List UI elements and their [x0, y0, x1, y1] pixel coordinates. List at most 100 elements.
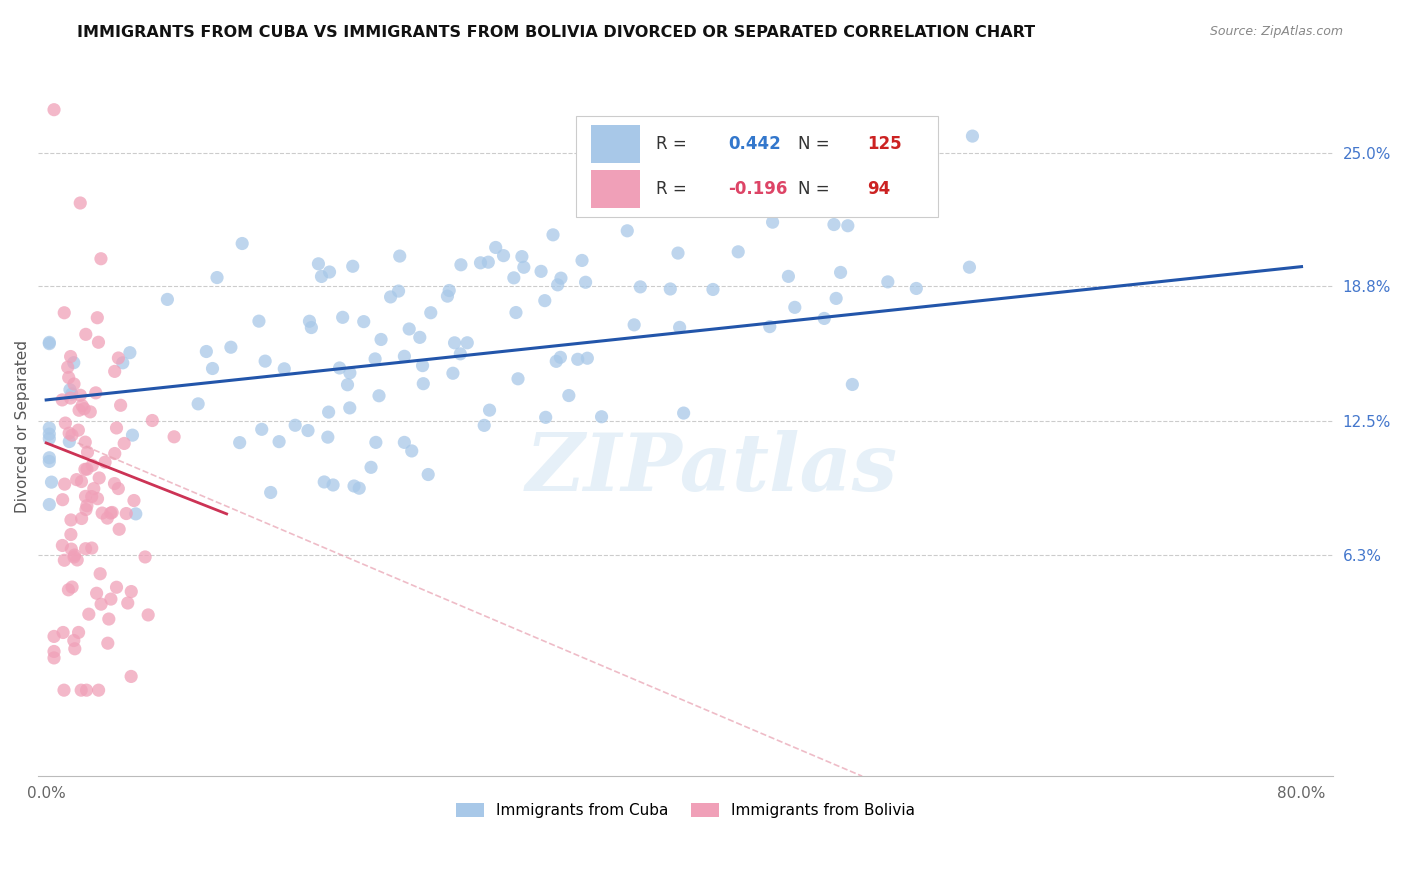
Point [75, 435, 97, 450]
Point [108, 522, 131, 536]
Point [443, 335, 465, 350]
Y-axis label: Divorced or Separated: Divorced or Separated [15, 341, 30, 513]
Point [53, 306, 76, 320]
Point [205, 270, 228, 285]
Point [394, 349, 416, 363]
Point [571, 253, 593, 268]
Point [534, 410, 557, 425]
Point [63, 548, 86, 562]
Point [477, 255, 499, 269]
Point [959, 260, 981, 275]
Point [156, 293, 179, 307]
Point [343, 479, 366, 493]
Point [134, 549, 156, 564]
Point [75, 489, 97, 503]
Point [122, 493, 145, 508]
Point [60, 387, 83, 401]
Point [75, 541, 97, 556]
Point [59, 350, 82, 364]
Point [370, 333, 392, 347]
Point [412, 359, 434, 373]
Point [550, 351, 572, 365]
Point [42, 629, 65, 643]
Point [380, 290, 402, 304]
Point [470, 256, 492, 270]
Point [111, 356, 134, 370]
Point [103, 476, 125, 491]
Point [492, 249, 515, 263]
Point [97, 636, 120, 650]
Point [409, 330, 432, 344]
Point [260, 485, 283, 500]
Point [368, 389, 391, 403]
Point [830, 265, 852, 279]
Point [666, 246, 689, 260]
Point [307, 257, 329, 271]
Point [79, 405, 101, 419]
FancyBboxPatch shape [575, 116, 938, 217]
Point [59, 527, 82, 541]
Point [67, 625, 90, 640]
Point [478, 403, 501, 417]
Point [219, 340, 242, 354]
Point [314, 475, 336, 489]
Point [86, 310, 108, 325]
Point [83, 482, 105, 496]
Point [311, 269, 333, 284]
Point [506, 372, 529, 386]
Point [401, 444, 423, 458]
Point [38, 498, 60, 512]
Point [419, 306, 441, 320]
Point [38, 421, 60, 435]
Text: N =: N = [799, 136, 835, 153]
Point [364, 351, 387, 366]
Point [299, 320, 322, 334]
Point [547, 277, 569, 292]
Point [70, 475, 93, 489]
Point [101, 506, 124, 520]
Point [53, 416, 76, 430]
Point [62, 356, 84, 370]
Point [59, 383, 82, 397]
Point [41, 475, 63, 490]
Point [510, 250, 533, 264]
Point [141, 413, 163, 427]
Point [107, 351, 129, 365]
Legend: Immigrants from Cuba, Immigrants from Bolivia: Immigrants from Cuba, Immigrants from Bo… [450, 797, 921, 824]
Point [120, 669, 142, 683]
Point [42, 644, 65, 658]
Point [120, 584, 142, 599]
Point [51, 539, 73, 553]
Text: Source: ZipAtlas.com: Source: ZipAtlas.com [1209, 25, 1343, 38]
Point [364, 435, 387, 450]
Point [187, 397, 209, 411]
Point [58, 426, 80, 441]
Point [56, 360, 79, 375]
Point [58, 370, 80, 384]
Point [67, 403, 90, 417]
Point [38, 335, 60, 350]
Point [825, 292, 848, 306]
Point [778, 269, 800, 284]
Point [76, 445, 98, 459]
Point [100, 506, 122, 520]
Point [347, 481, 370, 495]
Point [105, 421, 128, 435]
Point [628, 280, 651, 294]
Point [591, 409, 613, 424]
Point [89, 471, 111, 485]
Point [876, 275, 898, 289]
Point [668, 320, 690, 334]
Point [768, 148, 790, 162]
Point [77, 607, 100, 622]
Point [136, 607, 159, 622]
Point [623, 318, 645, 332]
Point [115, 507, 138, 521]
Point [450, 258, 472, 272]
Point [75, 327, 97, 342]
Point [42, 651, 65, 665]
Point [533, 293, 555, 308]
Point [38, 450, 60, 465]
Point [76, 499, 98, 513]
Point [269, 434, 291, 449]
